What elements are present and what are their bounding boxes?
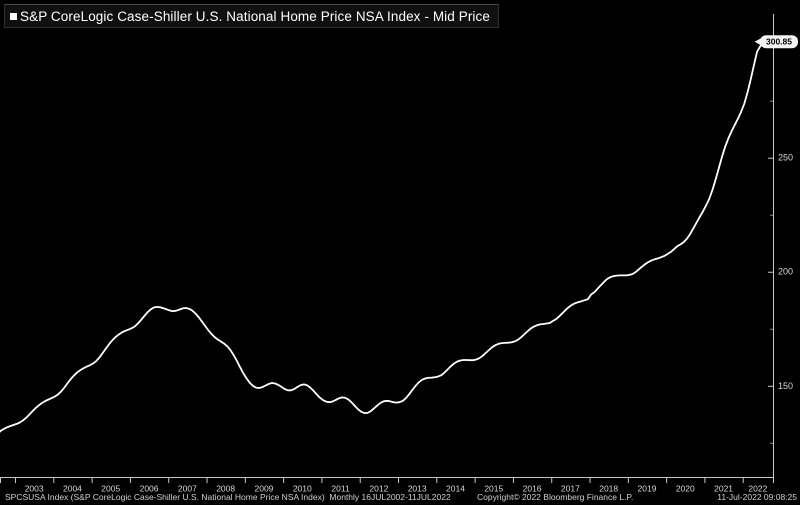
- x-axis-year-label: 2009: [255, 484, 274, 494]
- last-price-bubble: [760, 35, 798, 49]
- x-axis-year-label: 2003: [25, 484, 44, 494]
- footer-security-info: SPCSUSA Index (S&P CoreLogic Case-Shille…: [5, 492, 451, 502]
- y-axis-tick-label: 200: [778, 267, 793, 277]
- x-axis-year-label: 2020: [676, 484, 695, 494]
- price-line-series: [0, 40, 764, 433]
- last-price-label: 300.85: [766, 37, 792, 47]
- x-axis-year-label: 2007: [178, 484, 197, 494]
- footer-bar: SPCSUSA Index (S&P CoreLogic Case-Shille…: [0, 492, 800, 505]
- footer-timestamp: 11-Jul-2022 09:08:25: [717, 492, 797, 502]
- x-axis-year-label: 2008: [216, 484, 235, 494]
- x-axis-year-label: 2012: [369, 484, 388, 494]
- last-price-pointer: [754, 38, 761, 46]
- x-axis-year-label: 2016: [523, 484, 542, 494]
- x-axis-year-label: 2004: [63, 484, 82, 494]
- x-axis-year-label: 2018: [599, 484, 618, 494]
- x-axis-year-label: 2006: [140, 484, 159, 494]
- y-axis-tick-label: 250: [778, 153, 793, 163]
- x-axis-year-label: 2017: [561, 484, 580, 494]
- x-axis-year-label: 2021: [714, 484, 733, 494]
- chart-legend-bar[interactable]: S&P CoreLogic Case-Shiller U.S. National…: [4, 4, 499, 28]
- y-axis-tick-label: 150: [778, 381, 793, 391]
- x-axis-year-label: 2019: [638, 484, 657, 494]
- x-axis-year-label: 2013: [408, 484, 427, 494]
- chart-title: S&P CoreLogic Case-Shiller U.S. National…: [20, 8, 490, 24]
- series-marker-icon: [10, 12, 17, 20]
- footer-copyright: Copyright© 2022 Bloomberg Finance L.P.: [477, 492, 634, 502]
- x-axis-year-label: 2010: [293, 484, 312, 494]
- x-axis-year-label: 2005: [101, 484, 120, 494]
- x-axis-year-label: 2014: [446, 484, 465, 494]
- x-axis-year-label: 2022: [748, 484, 767, 494]
- x-axis-year-label: 2015: [484, 484, 503, 494]
- x-axis-year-label: 2011: [331, 484, 350, 494]
